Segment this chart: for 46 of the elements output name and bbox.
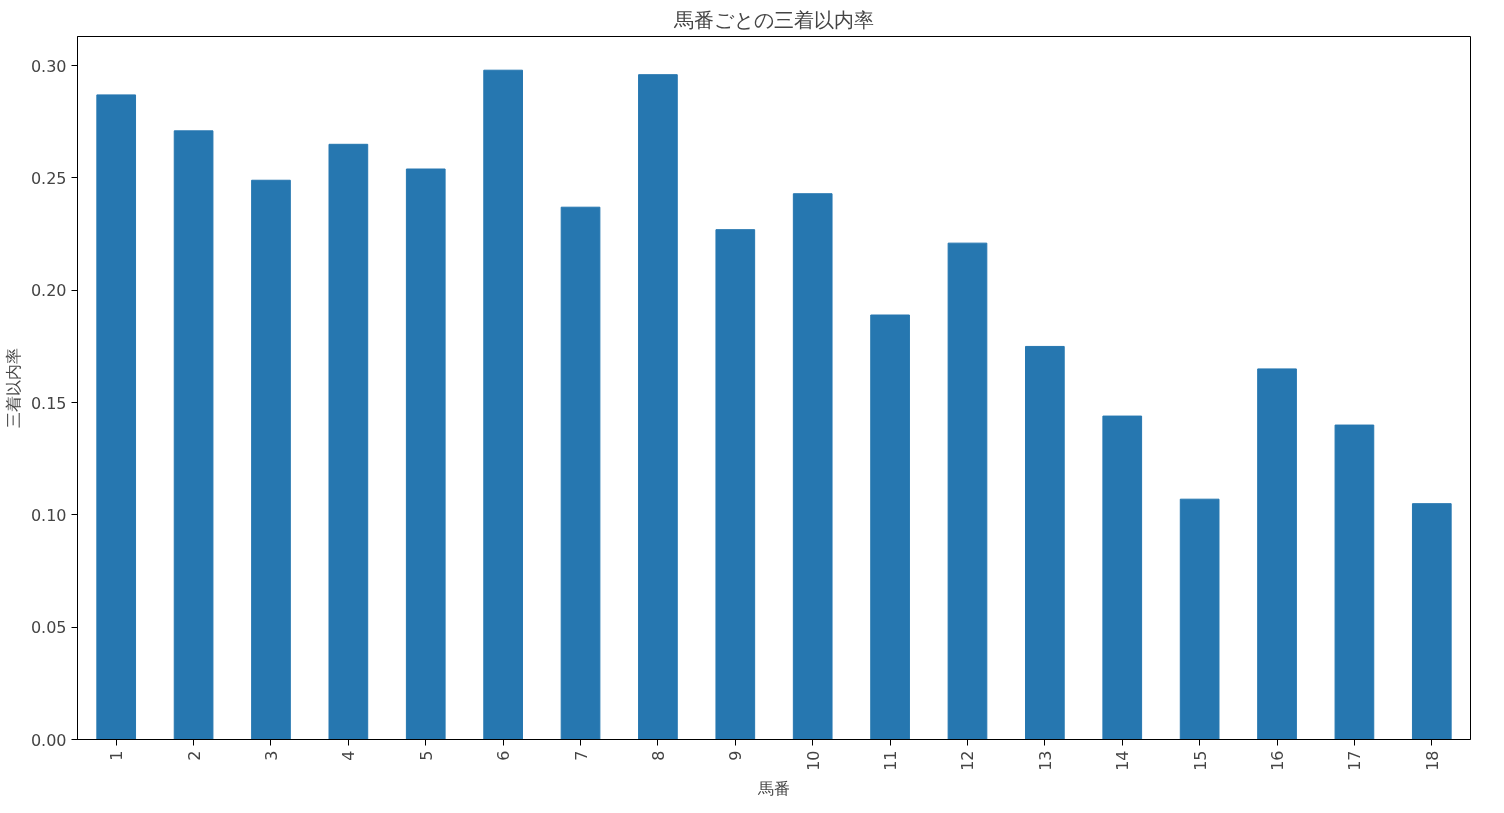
x-tick-label: 18 bbox=[1422, 750, 1442, 771]
x-tick-label: 15 bbox=[1190, 750, 1210, 771]
bar bbox=[638, 74, 678, 740]
x-tick-label: 2 bbox=[184, 750, 204, 761]
bar bbox=[870, 314, 910, 740]
bar bbox=[1102, 415, 1143, 740]
x-tick-label: 10 bbox=[803, 750, 823, 771]
bar bbox=[1025, 345, 1065, 740]
bar bbox=[405, 168, 446, 740]
x-tick-label: 11 bbox=[881, 750, 901, 771]
x-tick-label: 13 bbox=[1035, 750, 1055, 771]
x-tick-label: 14 bbox=[1113, 750, 1133, 771]
x-axis-title: 馬番 bbox=[757, 778, 790, 798]
bar bbox=[96, 94, 137, 740]
x-tick-label: 1 bbox=[107, 750, 127, 761]
bar bbox=[560, 206, 601, 740]
y-axis-title: 三着以内率 bbox=[3, 348, 23, 428]
bar bbox=[173, 130, 214, 740]
bar bbox=[1334, 424, 1375, 740]
bar bbox=[1257, 368, 1297, 740]
y-tick-label: 0.25 bbox=[30, 169, 67, 188]
x-tick-label: 9 bbox=[726, 750, 746, 761]
bar bbox=[328, 143, 369, 740]
bar bbox=[792, 193, 833, 740]
x-tick-label: 12 bbox=[958, 750, 978, 771]
x-tick-label: 4 bbox=[339, 750, 359, 761]
x-tick-label: 5 bbox=[416, 750, 436, 761]
bar bbox=[947, 242, 988, 740]
bar bbox=[1411, 503, 1452, 740]
y-tick-label: 0.30 bbox=[30, 56, 67, 76]
x-tick-label: 6 bbox=[494, 750, 514, 761]
bar bbox=[1179, 498, 1220, 740]
bar bbox=[483, 69, 523, 740]
x-tick-label: 16 bbox=[1268, 750, 1288, 771]
y-tick-label: 0.00 bbox=[30, 730, 67, 750]
chart-title: 馬番ごとの三着以内率 bbox=[673, 7, 874, 32]
x-tick-label: 7 bbox=[571, 750, 591, 761]
y-tick-label: 0.15 bbox=[30, 393, 67, 413]
x-tick-label: 3 bbox=[261, 750, 281, 761]
bar bbox=[251, 179, 291, 740]
y-tick-label: 0.20 bbox=[30, 281, 67, 301]
y-tick-label: 0.10 bbox=[30, 505, 67, 525]
y-tick-label: 0.05 bbox=[30, 618, 67, 638]
bar bbox=[715, 229, 756, 740]
x-tick-label: 8 bbox=[648, 750, 668, 761]
x-tick-label: 17 bbox=[1345, 750, 1365, 771]
